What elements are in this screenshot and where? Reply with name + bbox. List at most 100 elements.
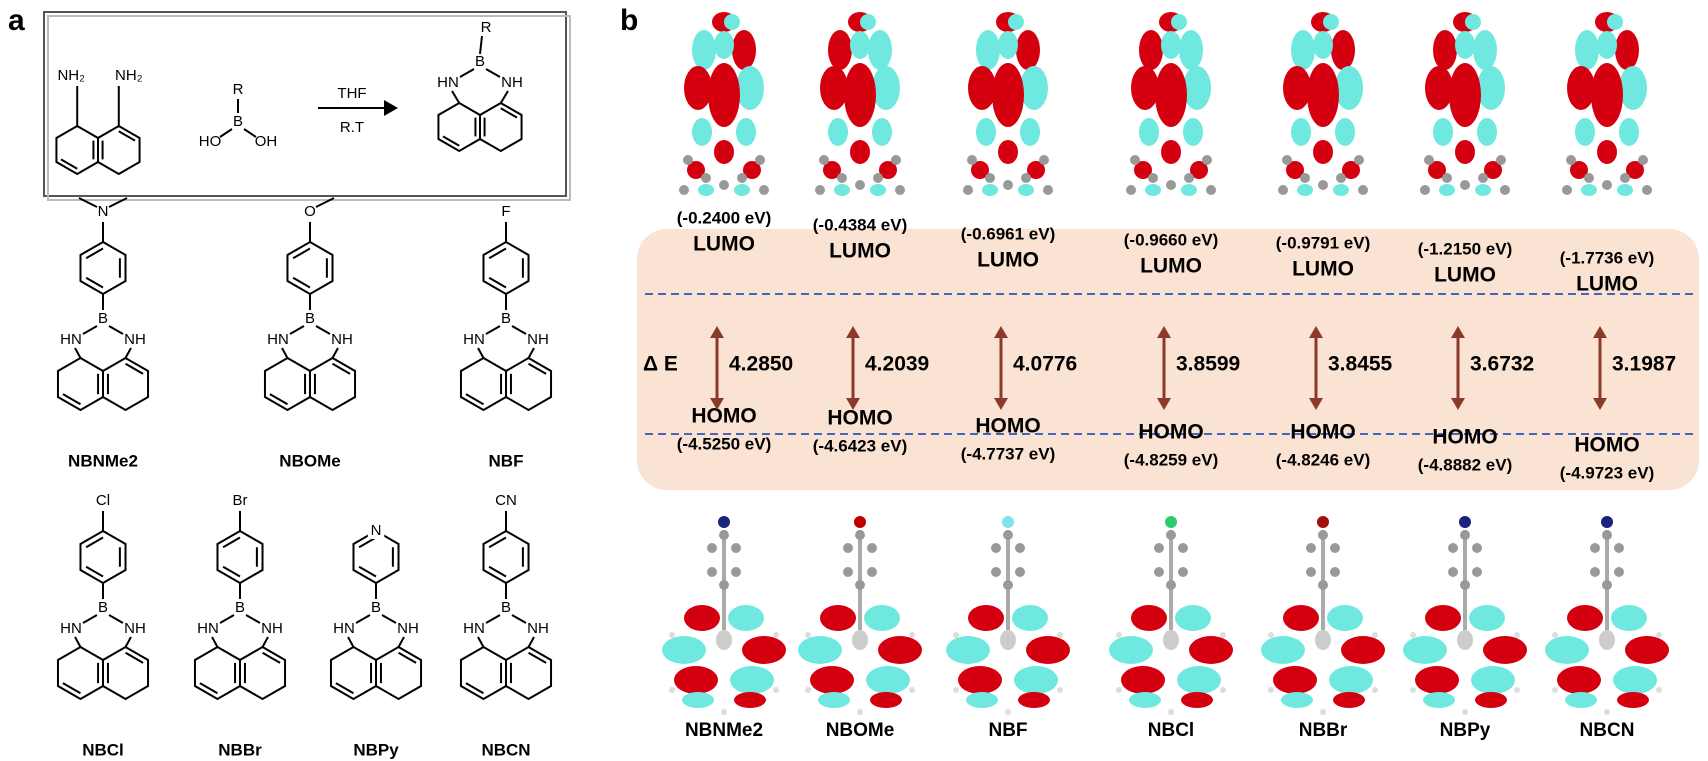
orbital-lobe [1597, 31, 1617, 59]
ring [482, 240, 530, 296]
orbital-lobe [1155, 63, 1187, 127]
atom-ball [805, 687, 811, 693]
gap-value: 3.1987 [1612, 353, 1676, 376]
bond [511, 325, 527, 335]
bond [199, 682, 218, 695]
atom-ball [1168, 709, 1174, 715]
nh-label: NH [124, 620, 146, 637]
bond [269, 393, 288, 406]
atom-ball [1057, 687, 1063, 693]
orbital-lobe [1335, 66, 1363, 110]
atom-ball [1590, 543, 1600, 553]
compound-name: NBPy [353, 740, 399, 759]
orbital-lobe [734, 184, 750, 196]
compound-name: NBBr [218, 740, 262, 759]
orbital-lobe [1457, 630, 1473, 650]
atom-ball [891, 155, 901, 165]
orbital-lobe [1611, 605, 1647, 631]
orbital-lobe [1581, 184, 1597, 196]
bond [211, 636, 219, 648]
atom-ball [669, 687, 675, 693]
ring [97, 124, 141, 176]
orbital-lobe [850, 31, 870, 59]
homo-energy: (-4.8882 eV) [1418, 455, 1513, 474]
bond [245, 614, 261, 624]
gap-arrowhead [1593, 326, 1607, 338]
atom-ball [1318, 580, 1328, 590]
orbital-lobe [1333, 692, 1365, 708]
atom-ball [683, 155, 693, 165]
orbital-lobe [818, 692, 850, 708]
homo-label: HOMO [1290, 421, 1355, 444]
atom-ball [1448, 543, 1458, 553]
bond [398, 651, 417, 664]
atom-ball [909, 687, 915, 693]
ring [505, 356, 553, 412]
atom-ball [731, 567, 741, 577]
orbital-lobe [1433, 30, 1457, 70]
bond [62, 393, 81, 406]
orbital-lobe [866, 666, 910, 694]
atom-ball [1268, 687, 1274, 693]
substituent-label: N [98, 203, 109, 220]
ring [329, 645, 377, 701]
atom-ball [1584, 173, 1594, 183]
homo-energy: (-4.9723 eV) [1560, 463, 1655, 482]
atom-ball [909, 632, 915, 638]
atom-ball [1358, 185, 1368, 195]
bond [331, 347, 339, 359]
lumo-label: LUMO [693, 233, 755, 256]
column-name: NBPy [1440, 720, 1491, 741]
orbital-lobe [1012, 605, 1048, 631]
homo-label: HOMO [691, 405, 756, 428]
homo-energy: (-4.5250 eV) [677, 434, 772, 453]
atom-ball [719, 180, 729, 190]
r-label: R [233, 81, 244, 98]
bond [488, 536, 507, 549]
atom-ball [1602, 580, 1612, 590]
lumo-label: LUMO [1140, 255, 1202, 278]
orbital-lobe [1273, 666, 1317, 694]
orbital-lobe [1575, 118, 1595, 146]
atom-ball [707, 543, 717, 553]
nh-label: NH [397, 620, 419, 637]
orbital-lobe [998, 140, 1018, 164]
orbital-lobe [1008, 14, 1024, 30]
atom-ball [1614, 543, 1624, 553]
orbital-lobe [1341, 636, 1385, 664]
ring [79, 240, 127, 296]
orbital-lobe [1323, 14, 1339, 30]
orbital-lobe [1315, 630, 1331, 650]
compound-name: NBF [489, 451, 524, 470]
ring [263, 356, 311, 412]
atom-ball [1656, 632, 1662, 638]
orbital-lobe [684, 605, 720, 631]
lumo-energy: (-0.9791 eV) [1276, 233, 1371, 252]
homo-energy: (-4.8246 eV) [1276, 450, 1371, 469]
lumo-label: LUMO [1576, 273, 1638, 296]
orbital-lobe [1545, 636, 1589, 664]
bond [60, 158, 78, 170]
orbital-lobe [728, 605, 764, 631]
orbital-lobe [698, 184, 714, 196]
bond [485, 325, 501, 335]
atom-ball [1005, 709, 1011, 715]
ring [79, 529, 127, 585]
bond [222, 565, 241, 578]
homo-label: HOMO [1432, 426, 1497, 449]
atom-ball [963, 185, 973, 195]
orbital-lobe [1565, 692, 1597, 708]
orbital-lobe [1483, 636, 1527, 664]
orbital-lobe [872, 66, 900, 110]
orbital-lobe [1109, 636, 1153, 664]
column-name: NBF [988, 720, 1027, 741]
gap-value: 3.6732 [1470, 353, 1534, 376]
orbital-lobe [1181, 184, 1197, 196]
column-name: NBCl [1148, 720, 1194, 741]
orbital-lobe [1433, 118, 1453, 146]
orbital-lobe [684, 66, 712, 110]
bond [124, 347, 132, 359]
hn-label: HN [60, 620, 82, 637]
gap-value: 3.8599 [1176, 353, 1240, 376]
atom-ball [1514, 632, 1520, 638]
